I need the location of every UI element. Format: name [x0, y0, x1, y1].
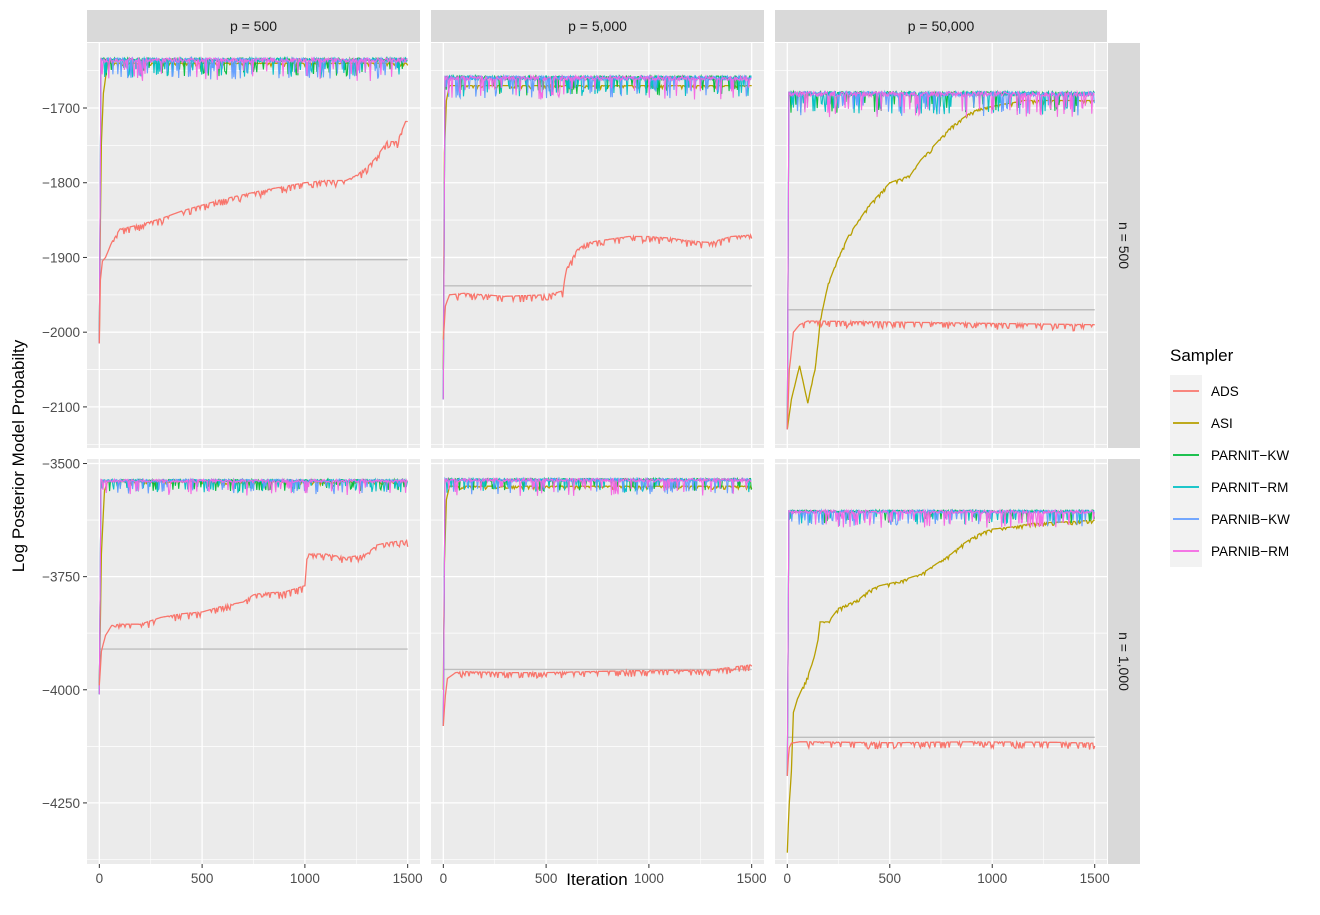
- strips-layer: p = 500 p = 5,000 p = 50,000 n = 500 n = 1,0…: [87, 10, 1140, 864]
- facet-strip-label: p = 5,000: [568, 18, 627, 34]
- x-tick-label: 1000: [977, 871, 1007, 886]
- series-line-parni: [98, 477, 408, 695]
- x-tick-label: 0: [96, 871, 104, 886]
- legend-entry-label: PARNIB−KW: [1211, 512, 1290, 527]
- y-tick-label: −3500: [42, 457, 80, 472]
- x-tick-label: 1500: [1080, 871, 1110, 886]
- facet-strip-label: n = 500: [1116, 222, 1132, 269]
- x-tick-label: 1000: [634, 871, 664, 886]
- x-tick-label: 0: [784, 871, 792, 886]
- facet-strip-label: p = 50,000: [908, 18, 975, 34]
- facet-panel: [775, 43, 1107, 448]
- facet-strip-label: p = 500: [230, 18, 277, 34]
- facet-strip-label: n = 1,000: [1116, 632, 1132, 691]
- axes-layer: −2100 −2000 −1900 −1800 −1700 −4250 −4000 −3750…: [42, 101, 1110, 886]
- y-tick-label: −2000: [42, 325, 80, 340]
- series-line-ads: [442, 232, 753, 340]
- series-line-parni: [786, 89, 1095, 430]
- x-tick-label: 1500: [393, 871, 423, 886]
- x-tick-label: 500: [878, 871, 901, 886]
- legend-entry-label: ADS: [1211, 384, 1239, 399]
- panel-series: [442, 476, 753, 727]
- series-line-ads: [442, 664, 753, 727]
- y-tick-label: −3750: [42, 570, 80, 585]
- legend-entry-label: PARNIT−RM: [1211, 480, 1288, 495]
- y-tick-label: −1700: [42, 101, 80, 116]
- legend-entry-label: PARNIB−RM: [1211, 544, 1289, 559]
- facet-panel: [775, 459, 1107, 864]
- panel-series: [786, 508, 1096, 853]
- x-tick-label: 0: [440, 871, 448, 886]
- panel-series: [98, 477, 409, 695]
- y-tick-label: −2100: [42, 400, 80, 415]
- series-line-parni: [442, 476, 752, 727]
- legend: Sampler ADS ASI PARNIT−KW PARNIT−RM PARNIB−K…: [1170, 346, 1290, 567]
- y-tick-label: −1900: [42, 250, 80, 265]
- series-line-parni: [786, 508, 1095, 776]
- x-tick-label: 500: [191, 871, 214, 886]
- series-line-parni: [98, 56, 408, 344]
- facet-panel: [431, 459, 764, 864]
- series-line-ads: [98, 538, 409, 686]
- series-line-parni: [786, 508, 1095, 776]
- series-line-parni: [442, 74, 752, 400]
- series-line-parni: [98, 477, 408, 695]
- panel-series: [442, 73, 753, 400]
- facet-strip-column: [775, 10, 1107, 42]
- series-line-asi: [786, 519, 1095, 853]
- y-axis-title: Log Posterior Model Probabilty: [9, 339, 28, 572]
- x-tick-label: 1500: [737, 871, 767, 886]
- series-line-ads: [98, 120, 408, 344]
- x-tick-label: 500: [535, 871, 558, 886]
- facet-panel: [87, 459, 420, 864]
- facet-panel: [87, 43, 420, 448]
- y-tick-label: −4000: [42, 683, 80, 698]
- facet-strip-row: [1108, 43, 1140, 448]
- x-axis-title: Iteration: [566, 870, 627, 889]
- series-line-parni: [98, 56, 408, 344]
- legend-entry-label: ASI: [1211, 416, 1233, 431]
- y-tick-label: −1800: [42, 176, 80, 191]
- y-tick-label: −4250: [42, 796, 80, 811]
- x-tick-label: 1000: [290, 871, 320, 886]
- facet-strip-column: [87, 10, 420, 42]
- series-line-ads: [786, 319, 1095, 430]
- series-line-ads: [786, 739, 1096, 776]
- legend-title: Sampler: [1170, 346, 1234, 365]
- legend-entry-label: PARNIT−KW: [1211, 448, 1289, 463]
- panel-series: [98, 55, 409, 344]
- panels-layer: [87, 43, 1107, 864]
- panel-series: [786, 89, 1096, 430]
- facet-strip-column: [431, 10, 764, 42]
- facet-strip-row: [1108, 459, 1140, 864]
